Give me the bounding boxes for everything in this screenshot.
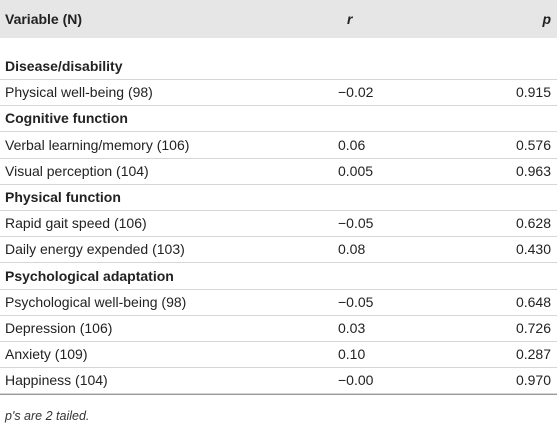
footnote: p's are 2 tailed. [5,408,90,423]
separator [0,262,557,264]
separator [0,157,557,159]
p-cell: 0.576 [515,136,551,153]
p-cell: 0.648 [515,293,551,310]
r-cell: 0.10 [338,346,366,363]
separator [0,79,557,80]
section-title: Psychological adaptation [5,267,174,284]
separator [0,183,557,185]
variable-cell: Rapid gait speed (106) [5,215,147,232]
p-cell: 0.287 [515,346,551,363]
variable-cell: Visual perception (104) [5,162,149,179]
p-cell: 0.628 [515,215,551,232]
section-title: Cognitive function [5,110,128,127]
separator [0,341,557,342]
p-cell: 0.970 [515,372,551,389]
separator [0,367,557,369]
table-header [0,0,557,38]
separator [0,105,557,107]
header-cell: p [542,11,551,27]
separator [0,236,557,238]
r-cell: 0.005 [338,162,374,179]
variable-cell: Depression (106) [5,320,113,336]
p-cell: 0.430 [515,241,551,258]
r-cell: −0.02 [338,84,374,101]
r-cell: −0.05 [338,215,374,232]
header-cell: Variable (N) [5,11,83,27]
table-bottom-border [0,393,557,395]
r-cell: 0.06 [338,136,366,153]
variable-cell: Verbal learning/memory (106) [5,136,190,153]
section-title: Disease/disability [5,58,123,74]
r-cell: 0.08 [338,241,366,258]
p-cell: 0.915 [515,84,551,101]
separator [0,210,557,211]
variable-cell: Psychological well-being (98) [5,293,187,310]
r-cell: 0.03 [338,320,366,336]
variable-cell: Physical well-being (98) [5,84,153,101]
separator [0,288,557,290]
header-cell: r [347,11,353,27]
variable-cell: Daily energy expended (103) [5,241,185,258]
variable-cell: Anxiety (109) [5,346,88,363]
r-cell: −0.05 [338,293,374,310]
r-cell: −0.00 [338,372,374,389]
separator [0,131,557,133]
separator [0,314,557,316]
section-title: Physical function [5,189,121,205]
p-cell: 0.963 [515,162,551,179]
variable-cell: Happiness (104) [5,372,108,389]
p-cell: 0.726 [515,320,551,336]
